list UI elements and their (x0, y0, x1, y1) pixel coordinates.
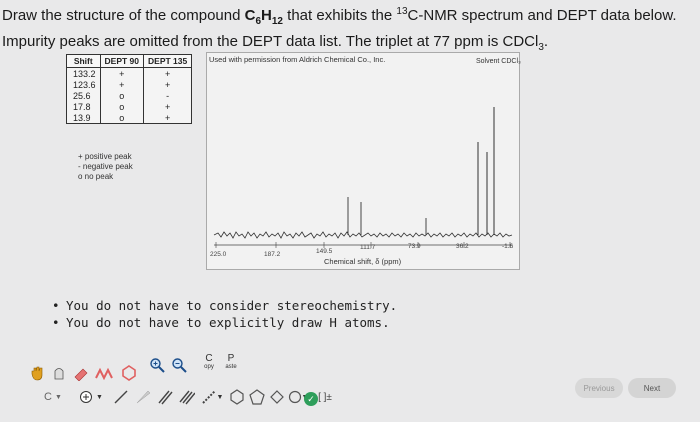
legend-negative: - negative peak (78, 162, 133, 171)
paste-label: P (227, 352, 235, 364)
table-row: 133.2 + + (66, 67, 193, 79)
dash-bond-icon[interactable]: ▼ (200, 388, 224, 406)
lasso-icon[interactable] (50, 364, 68, 382)
table-row: 17.8 o + (66, 101, 193, 112)
shift-cell: 123.6 (66, 79, 101, 90)
tick-label: 149.5 (316, 248, 333, 255)
tick-label: 36.2 (456, 243, 469, 250)
spectrum-baseline (213, 231, 513, 239)
check-icon[interactable]: ✓ (304, 392, 318, 406)
table-row: 13.9 o + (66, 112, 193, 124)
previous-button[interactable]: Previous (575, 378, 623, 398)
shift-cell: 25.6 (66, 90, 101, 101)
hand-tool-icon[interactable] (28, 364, 46, 382)
paste-button[interactable]: P aste (220, 350, 242, 374)
dept135-cell: - (143, 90, 193, 101)
shift-cell: 133.2 (66, 67, 101, 79)
legend-no-peak: o no peak (78, 172, 114, 181)
dept-table-header: Shift DEPT 90 DEPT 135 (66, 54, 193, 68)
list-item: • You do not have to explicitly draw H at… (52, 315, 390, 330)
next-button[interactable]: Next (628, 378, 676, 398)
ring-icon[interactable] (120, 364, 138, 382)
question-text: Draw the structure of the compound C6H12… (2, 6, 677, 53)
copy-label: C (205, 352, 213, 364)
dept135-cell: + (143, 79, 193, 90)
tick-label: 111.7 (360, 244, 376, 251)
dept90-cell: + (99, 67, 145, 79)
dept-legend: + positive peak - negative peak o no pea… (78, 152, 133, 182)
dept135-cell: + (143, 112, 193, 124)
dept90-cell: o (99, 90, 145, 101)
header-dept135: DEPT 135 (143, 54, 193, 68)
dept90-cell: + (99, 79, 145, 90)
shift-cell: 13.9 (66, 112, 101, 124)
legend-positive: + positive peak (78, 152, 132, 161)
copy-sublabel: opy (204, 363, 214, 370)
axis-title: Chemical shift, δ (ppm) (324, 257, 402, 266)
carbon-atom-dropdown[interactable]: C ▼ (44, 391, 62, 403)
instructions-list: • You do not have to consider stereochemi… (52, 298, 397, 332)
table-row: 25.6 o - (66, 90, 193, 101)
single-bond-icon[interactable] (112, 388, 130, 406)
dept-table: Shift DEPT 90 DEPT 135 133.2 + + 123.6 +… (66, 54, 193, 124)
chevron-down-icon: ▼ (96, 393, 103, 401)
dept135-cell: + (143, 101, 193, 112)
copy-button[interactable]: C opy (198, 350, 220, 374)
spectrum-frame (206, 52, 520, 270)
wedge-bond-icon[interactable] (134, 388, 152, 406)
paste-sublabel: aste (225, 363, 237, 370)
tick-label: 225.0 (210, 251, 227, 258)
square-ring-icon[interactable] (268, 388, 286, 406)
solvent-label: Solvent CDCl₃ (476, 58, 521, 65)
spectrum-credit: Used with permission from Aldrich Chemic… (209, 55, 386, 64)
header-shift: Shift (66, 54, 101, 68)
dept90-cell: o (99, 101, 145, 112)
charge-plus-icon[interactable]: ▼ (76, 388, 106, 406)
zoom-in-icon[interactable] (148, 356, 166, 374)
tick-label: 73.9 (408, 243, 421, 250)
dept90-cell: o (99, 112, 145, 124)
bracket-button[interactable]: [ ]± (318, 391, 332, 403)
zoom-out-icon[interactable] (170, 356, 188, 374)
tick-label: 187.2 (264, 251, 281, 258)
pentagon-ring-icon[interactable] (248, 388, 266, 406)
tick-label: -1.6 (502, 243, 514, 250)
double-bond-icon[interactable] (156, 388, 174, 406)
dept135-cell: + (143, 67, 193, 79)
drawing-toolbar: C opy P aste C ▼ ▼ ▼ ▼ [ ]± (28, 346, 332, 410)
shift-cell: 17.8 (66, 101, 101, 112)
chevron-down-icon: ▼ (216, 393, 224, 401)
table-row: 123.6 + + (66, 79, 193, 90)
chevron-down-icon: ▼ (55, 393, 62, 401)
eraser-icon[interactable] (72, 364, 90, 382)
hexagon-ring-icon[interactable] (228, 388, 246, 406)
chain-icon[interactable] (94, 364, 116, 382)
header-dept90: DEPT 90 (99, 54, 145, 68)
triple-bond-icon[interactable] (178, 388, 196, 406)
nmr-spectrum: 225.0 187.2 149.5 111.7 73.9 36.2 -1.6 C… (206, 52, 520, 270)
list-item: • You do not have to consider stereochemi… (52, 298, 398, 313)
